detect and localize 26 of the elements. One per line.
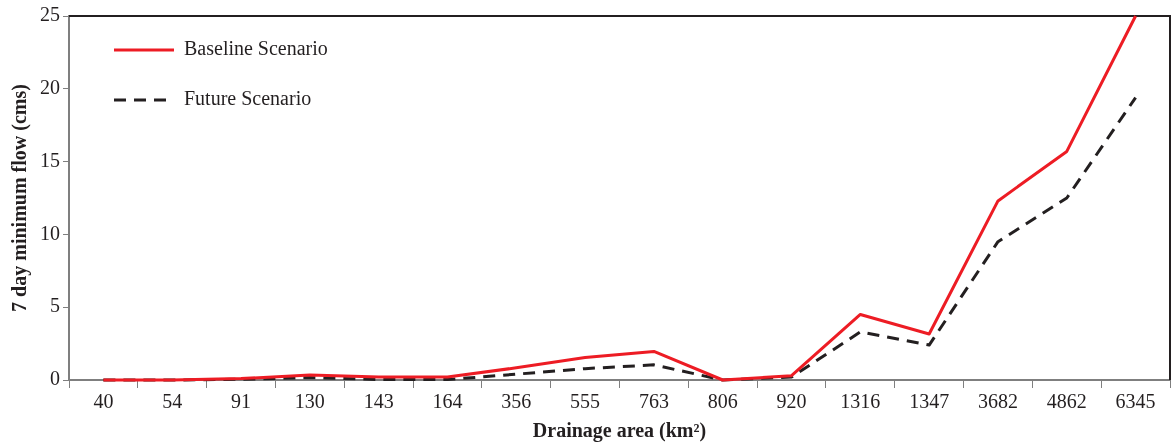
x-tick-label: 130	[294, 390, 325, 413]
x-tick-label: 356	[501, 390, 532, 413]
x-tick-label: 54	[162, 390, 183, 413]
x-tick-label: 143	[363, 390, 394, 413]
x-tick-label: 40	[93, 390, 114, 413]
y-tick-label: 20	[40, 76, 60, 99]
legend-label: Baseline Scenario	[184, 37, 328, 60]
y-tick-label: 15	[40, 148, 60, 171]
x-tick-label: 6345	[1115, 390, 1156, 413]
y-tick-label: 5	[50, 294, 60, 317]
x-tick-label: 1347	[909, 390, 950, 413]
y-axis-title: 7 day minimum flow (cms)	[8, 84, 32, 312]
x-tick-label: 763	[638, 390, 669, 413]
x-tick-label: 164	[432, 390, 463, 413]
x-tick-label: 1316	[840, 390, 881, 413]
legend-label: Future Scenario	[184, 87, 312, 110]
x-tick-label: 555	[570, 390, 601, 413]
y-tick-label: 10	[40, 221, 60, 244]
y-tick-label: 0	[50, 367, 60, 390]
x-axis-title: Drainage area (km²)	[532, 419, 707, 443]
x-tick-label: 4862	[1046, 390, 1087, 413]
x-tick-label: 920	[776, 390, 807, 413]
x-tick-label: 91	[231, 390, 252, 413]
y-tick-label: 25	[40, 3, 60, 26]
x-tick-label: 3682	[977, 390, 1018, 413]
x-tick-label: 806	[707, 390, 738, 413]
